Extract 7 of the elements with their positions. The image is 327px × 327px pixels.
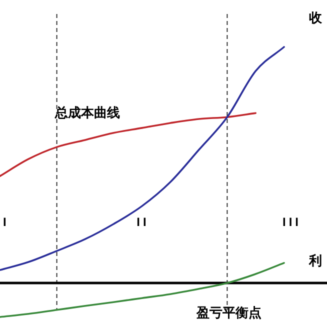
series-label: 总成本曲线	[54, 105, 120, 120]
annotation: II	[136, 215, 150, 229]
annotation: III	[282, 215, 302, 229]
text: 收	[309, 10, 323, 25]
annotation: 盈亏平衡点	[196, 305, 262, 320]
annotation: I	[3, 215, 10, 229]
series-label: 利	[308, 253, 322, 268]
